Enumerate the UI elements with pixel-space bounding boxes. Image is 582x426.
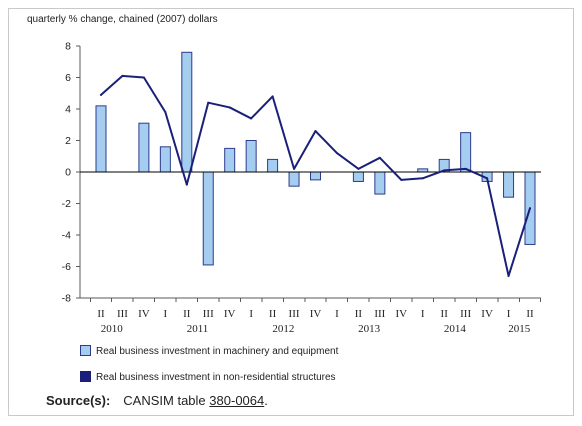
bar-machinery-6 (202, 171, 214, 266)
y-tick-label: -4 (62, 230, 71, 242)
point-structures-14 (378, 156, 381, 159)
y-axis-unit-label: quarterly % change, chained (2007) dolla… (27, 14, 218, 25)
x-tick-label-year: 2014 (444, 323, 467, 335)
legend-swatch-structures (80, 371, 91, 382)
x-tick-label-year: 2011 (187, 323, 209, 335)
point-structures-13 (357, 167, 360, 170)
y-tick-label: 2 (65, 135, 71, 147)
bar-machinery-1 (95, 105, 107, 173)
point-structures-7 (228, 106, 231, 109)
bar-machinery-8 (245, 140, 257, 173)
source-suffix: . (264, 393, 268, 408)
x-tick-label-quarter: I (335, 308, 339, 320)
line-series-structures (100, 74, 531, 277)
x-tick-label-quarter: II (355, 308, 363, 320)
x-tick-label-quarter: IV (481, 308, 493, 320)
x-tick-label-year: 2012 (272, 323, 294, 335)
x-tick-label-quarter: III (203, 308, 214, 320)
legend-label-structures: Real business investment in non-resident… (96, 372, 336, 383)
x-tick-label-quarter: IV (395, 308, 407, 320)
y-tick-label: -2 (62, 198, 71, 210)
x-tick-label-quarter: IV (138, 308, 150, 320)
x-tick-label-quarter: III (460, 308, 471, 320)
x-tick-label-quarter: II (526, 308, 534, 320)
point-structures-18 (464, 167, 467, 170)
x-tick-label-year: 2013 (358, 323, 381, 335)
x-tick-label-quarter: III (374, 308, 385, 320)
bar-machinery-11 (310, 171, 321, 181)
legend-swatch-machinery (80, 345, 91, 356)
y-tick-label: 6 (65, 72, 71, 84)
point-structures-5 (185, 183, 188, 186)
y-tick-label: -8 (62, 293, 71, 305)
point-structures-12 (335, 152, 338, 155)
point-structures-4 (164, 111, 167, 114)
point-structures-16 (421, 177, 424, 180)
point-structures-1 (100, 93, 102, 96)
bar-series-machinery (95, 51, 536, 266)
bar-machinery-20 (503, 171, 515, 198)
point-structures-21 (529, 207, 531, 210)
x-tick-label-quarter: IV (310, 308, 322, 320)
point-structures-20 (507, 274, 510, 277)
x-tick-label-year: 2015 (508, 323, 531, 335)
bar-machinery-5 (181, 51, 193, 173)
x-tick-label-quarter: IV (224, 308, 236, 320)
point-structures-17 (443, 169, 446, 172)
point-structures-8 (250, 117, 253, 120)
y-tick-label: 0 (65, 167, 71, 179)
legend-item-structures: Real business investment in non-resident… (80, 371, 336, 383)
point-structures-9 (271, 95, 274, 98)
figure-frame (8, 8, 574, 416)
x-tick-label-quarter: III (289, 308, 300, 320)
point-structures-2 (121, 74, 124, 77)
x-tick-label-quarter: I (164, 308, 168, 320)
x-tick-label-quarter: II (183, 308, 191, 320)
point-structures-6 (207, 101, 210, 104)
legend: Real business investment in machinery an… (80, 345, 339, 383)
bar-machinery-4 (159, 146, 171, 173)
x-tick-label-year: 2010 (101, 323, 124, 335)
x-tick-label-quarter: II (97, 308, 105, 320)
y-tick-label: -6 (62, 261, 71, 273)
x-tick-label-quarter: II (269, 308, 277, 320)
x-tick-label-quarter: I (421, 308, 425, 320)
point-structures-15 (400, 178, 403, 181)
bar-machinery-9 (267, 158, 279, 173)
y-tick-label: 8 (65, 41, 71, 53)
bar-machinery-3 (138, 122, 150, 173)
x-tick-label-quarter: II (441, 308, 449, 320)
point-structures-19 (486, 177, 489, 180)
source-label: Source(s): (46, 393, 111, 408)
bar-machinery-13 (352, 171, 364, 182)
y-tick-label: 4 (65, 104, 71, 116)
point-structures-10 (293, 167, 296, 170)
x-tick-label-quarter: I (507, 308, 511, 320)
x-tick-label-quarter: III (117, 308, 128, 320)
x-tick-label-quarter: I (249, 308, 253, 320)
bar-machinery-7 (224, 147, 236, 173)
source-text: CANSIM table (123, 393, 206, 408)
source-line: Source(s): CANSIM table 380-0064. (46, 393, 268, 409)
bar-machinery-14 (374, 171, 386, 195)
bar-machinery-10 (288, 171, 300, 187)
bar-machinery-18 (460, 132, 472, 173)
source-table-link[interactable]: 380-0064 (209, 393, 265, 408)
point-structures-3 (142, 76, 145, 79)
legend-item-machinery: Real business investment in machinery an… (80, 345, 339, 357)
point-structures-11 (314, 130, 317, 133)
legend-label-machinery: Real business investment in machinery an… (96, 346, 339, 357)
